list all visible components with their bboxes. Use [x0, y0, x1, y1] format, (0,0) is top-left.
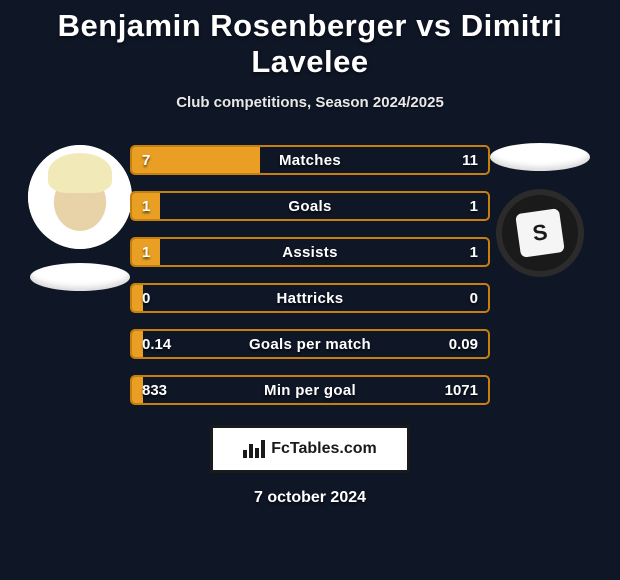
chart-icon: [243, 440, 265, 458]
player-right-club-badge-icon: S: [496, 189, 584, 277]
brand-name: FcTables.com: [271, 440, 377, 458]
brand-badge[interactable]: FcTables.com: [210, 425, 410, 473]
stat-bar: 7 Matches 11: [130, 145, 490, 175]
comparison-row: 7Matches111Goals11Assists10Hattricks00.1…: [0, 143, 620, 405]
player-left-column: [20, 143, 140, 291]
avatar-placeholder-icon: [28, 145, 132, 249]
stats-column: 7Matches111Goals11Assists10Hattricks00.1…: [130, 143, 490, 405]
stat-bar: 0 Hattricks 0: [130, 283, 490, 313]
player-left-flag-icon: [30, 263, 130, 291]
stat-label: Matches: [279, 152, 341, 169]
stat-left-value: 1: [142, 198, 150, 215]
stat-label: Goals: [288, 198, 331, 215]
stat-left-value: 0: [142, 290, 150, 307]
page-title: Benjamin Rosenberger vs Dimitri Lavelee: [0, 8, 620, 80]
stat-label: Assists: [282, 244, 337, 261]
stat-label: Hattricks: [277, 290, 344, 307]
stat-left-value: 833: [142, 382, 167, 399]
subtitle: Club competitions, Season 2024/2025: [176, 94, 444, 111]
date-label: 7 october 2024: [254, 489, 366, 507]
stat-left-value: 1: [142, 244, 150, 261]
stat-right-value: 0.09: [449, 336, 478, 353]
stat-right-value: 1071: [445, 382, 478, 399]
stat-right-value: 1: [470, 198, 478, 215]
stat-right-value: 11: [462, 152, 478, 169]
stat-bar: 0.14 Goals per match 0.09: [130, 329, 490, 359]
player-left-avatar: [28, 145, 132, 249]
stat-left-value: 0.14: [142, 336, 171, 353]
club-badge-initial: S: [515, 208, 565, 258]
stat-right-value: 1: [470, 244, 478, 261]
stat-fill: [132, 147, 260, 173]
stat-left-value: 7: [142, 152, 150, 169]
stat-bar: 1 Assists 1: [130, 237, 490, 267]
stat-bar: 833 Min per goal 1071: [130, 375, 490, 405]
stat-right-value: 0: [470, 290, 478, 307]
stat-label: Goals per match: [249, 336, 371, 353]
player-right-flag-icon: [490, 143, 590, 171]
stat-label: Min per goal: [264, 382, 356, 399]
stat-bar: 1 Goals 1: [130, 191, 490, 221]
player-right-column: S: [480, 143, 600, 277]
